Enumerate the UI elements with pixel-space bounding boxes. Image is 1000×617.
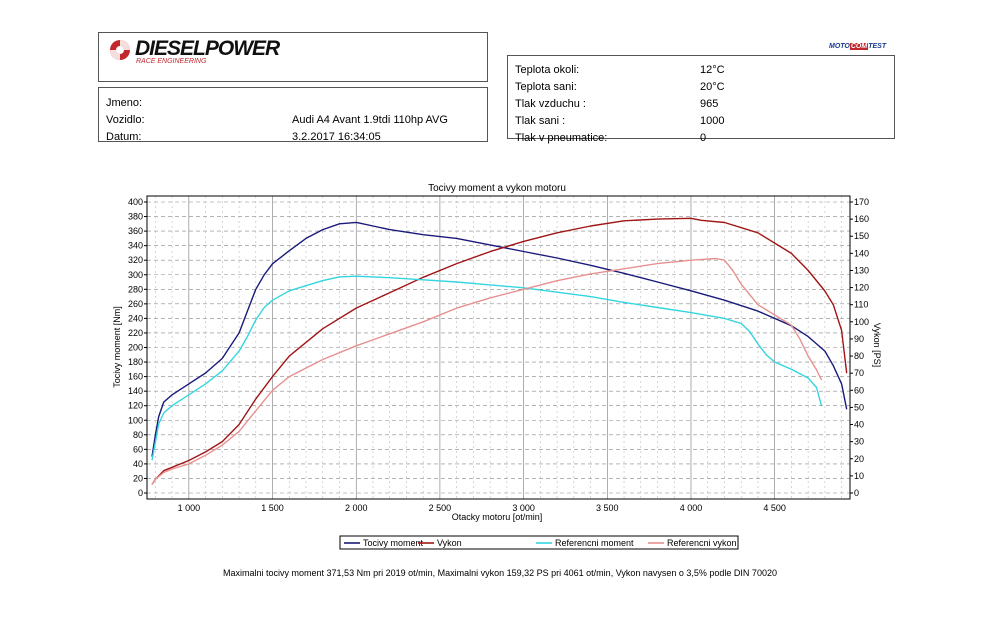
y2-tick-label: 170 bbox=[854, 197, 869, 207]
x-axis-label: Otacky motoru [ot/min] bbox=[452, 512, 543, 522]
y2-tick-label: 10 bbox=[854, 471, 864, 481]
cond-label-3: Tlak sani : bbox=[515, 115, 566, 127]
vehicle-info-box: Jmeno: Vozidlo: Audi A4 Avant 1.9tdi 110… bbox=[98, 87, 488, 143]
badge-left: MOTO bbox=[829, 43, 850, 50]
y-tick-label: 120 bbox=[128, 401, 143, 411]
y2-tick-label: 90 bbox=[854, 334, 864, 344]
y2-tick-label: 30 bbox=[854, 437, 864, 447]
logo-box: DIESELPOWER RACE ENGINEERING bbox=[98, 32, 488, 82]
legend: Tocivy moment Vykon Referencni moment Refer… bbox=[339, 535, 739, 550]
legend-label: Referencni vykon bbox=[667, 538, 737, 548]
y-tick-label: 140 bbox=[128, 386, 143, 396]
y2-tick-label: 20 bbox=[854, 454, 864, 464]
y2-tick-label: 160 bbox=[854, 214, 869, 224]
y2-axis-label: Vykon [PS] bbox=[872, 323, 882, 367]
cond-label-1: Teplota sani: bbox=[515, 81, 577, 93]
y-tick-label: 240 bbox=[128, 313, 143, 323]
y-tick-label: 200 bbox=[128, 343, 143, 353]
y2-tick-label: 130 bbox=[854, 265, 869, 275]
y2-tick-label: 40 bbox=[854, 420, 864, 430]
chart-title: Tocivy moment a vykon motoru bbox=[428, 183, 566, 194]
y2-tick-label: 120 bbox=[854, 283, 869, 293]
cond-label-2: Tlak vzduchu : bbox=[515, 98, 586, 110]
y-tick-label: 360 bbox=[128, 226, 143, 236]
footer-note: Maximalni tocivy moment 371,53 Nm pri 20… bbox=[223, 568, 777, 578]
y-tick-label: 0 bbox=[138, 488, 143, 498]
brand-logo-text: DIESELPOWER bbox=[135, 37, 280, 60]
y2-tick-label: 110 bbox=[854, 300, 868, 310]
y2-tick-label: 80 bbox=[854, 351, 864, 361]
cond-value-3: 1000 bbox=[700, 115, 725, 127]
x-tick-label: 2 000 bbox=[345, 503, 368, 513]
x-tick-label: 3 500 bbox=[596, 503, 619, 513]
y-tick-label: 300 bbox=[128, 270, 143, 280]
cond-label-0: Teplota okoli: bbox=[515, 64, 580, 76]
y-tick-label: 340 bbox=[128, 241, 143, 251]
y2-tick-label: 60 bbox=[854, 385, 864, 395]
cond-value-4: 0 bbox=[700, 132, 707, 144]
name-label: Jmeno: bbox=[106, 97, 143, 109]
date-label: Datum: bbox=[106, 131, 142, 143]
vehicle-label: Vozidlo: bbox=[106, 114, 145, 126]
y2-tick-label: 0 bbox=[854, 488, 859, 498]
legend-label: Referencni moment bbox=[555, 538, 634, 548]
y-tick-label: 180 bbox=[128, 357, 143, 367]
x-tick-label: 1 500 bbox=[261, 503, 284, 513]
y-tick-label: 220 bbox=[128, 328, 143, 338]
axes: 0204060801001201401601802002202402602803… bbox=[128, 197, 869, 513]
y-tick-label: 60 bbox=[133, 444, 143, 454]
series-group bbox=[151, 217, 848, 485]
y-tick-label: 280 bbox=[128, 284, 143, 294]
cond-value-0: 12°C bbox=[700, 64, 725, 76]
y-tick-label: 160 bbox=[128, 372, 143, 382]
y2-tick-label: 70 bbox=[854, 368, 864, 378]
grid bbox=[147, 196, 850, 499]
cond-value-2: 965 bbox=[700, 98, 719, 110]
legend-label: Vykon bbox=[437, 538, 462, 548]
y-tick-label: 100 bbox=[128, 415, 143, 425]
y-axis-label: Tocivy moment [Nm] bbox=[112, 306, 122, 388]
turbo-logo-icon bbox=[110, 40, 130, 60]
y-tick-label: 400 bbox=[128, 197, 143, 207]
series-line-3 bbox=[151, 257, 823, 485]
x-tick-label: 4 500 bbox=[763, 503, 786, 513]
badge-right: TEST bbox=[868, 43, 887, 50]
x-tick-label: 4 000 bbox=[680, 503, 703, 513]
series-line-0 bbox=[151, 221, 848, 457]
x-tick-label: 2 500 bbox=[429, 503, 452, 513]
y2-tick-label: 140 bbox=[854, 248, 869, 258]
y-tick-label: 80 bbox=[133, 430, 143, 440]
series-line-2 bbox=[151, 275, 823, 461]
legend-label: Tocivy moment bbox=[363, 538, 424, 548]
series-line-1 bbox=[151, 217, 848, 485]
vehicle-value: Audi A4 Avant 1.9tdi 110hp AVG bbox=[292, 114, 448, 126]
conditions-box: Teplota okoli: 12°C Teplota sani: 20°C T… bbox=[507, 55, 895, 144]
y-tick-label: 40 bbox=[133, 459, 143, 469]
badge-mid: COM bbox=[849, 43, 869, 50]
cond-value-1: 20°C bbox=[700, 81, 725, 93]
y2-tick-label: 100 bbox=[854, 317, 869, 327]
y2-tick-label: 50 bbox=[854, 402, 864, 412]
y-tick-label: 380 bbox=[128, 212, 143, 222]
x-tick-label: 3 000 bbox=[512, 503, 535, 513]
x-tick-label: 1 000 bbox=[178, 503, 201, 513]
date-value: 3.2.2017 16:34:05 bbox=[292, 131, 381, 143]
brand-subtitle: RACE ENGINEERING bbox=[136, 58, 207, 65]
y2-tick-label: 150 bbox=[854, 231, 869, 241]
motocomtest-badge: MOTOCOMTEST bbox=[829, 43, 886, 50]
y-tick-label: 20 bbox=[133, 473, 143, 483]
y-tick-label: 320 bbox=[128, 255, 143, 265]
cond-label-4: Tlak v pneumatice: bbox=[515, 132, 608, 144]
y-tick-label: 260 bbox=[128, 299, 143, 309]
